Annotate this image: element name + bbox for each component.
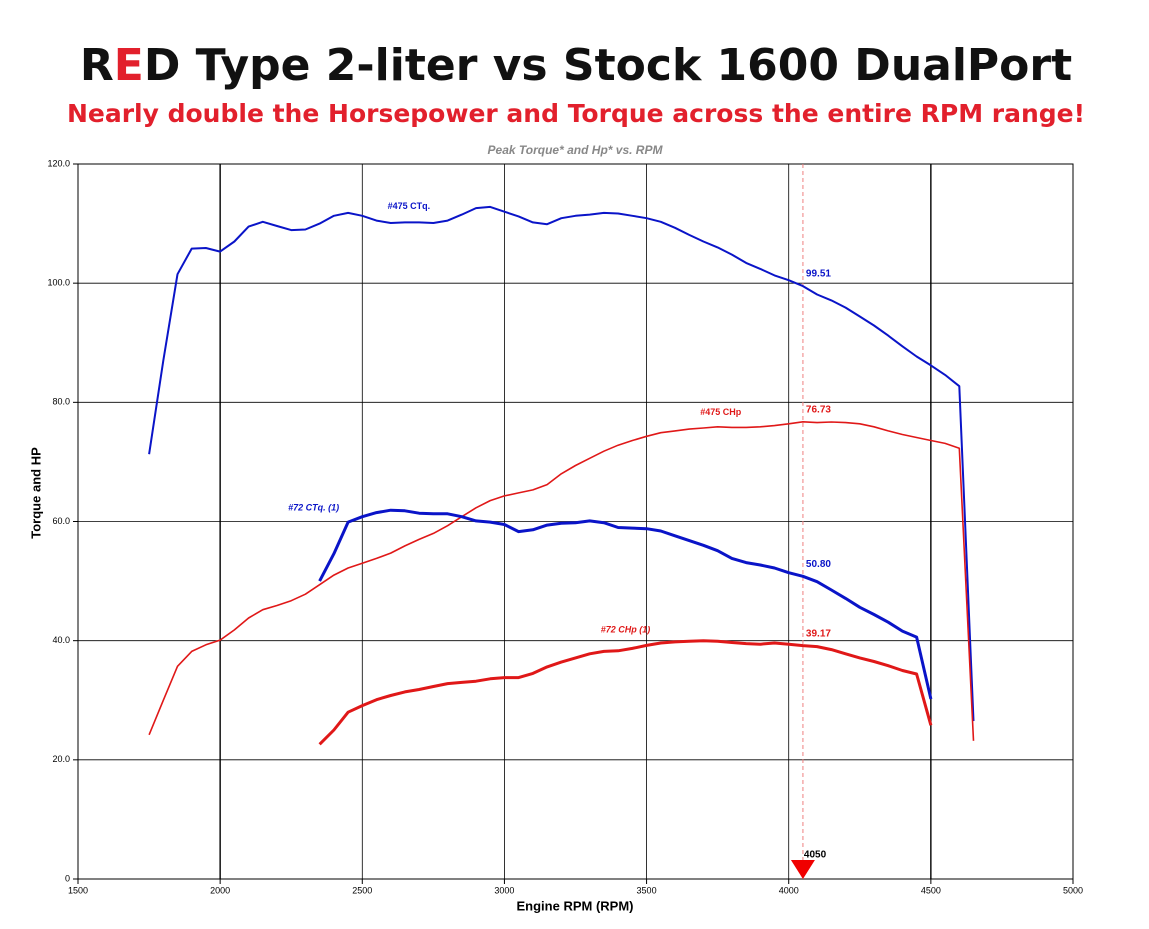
- x-tick-label: 5000: [1063, 885, 1083, 895]
- series-line: [318, 508, 933, 700]
- y-tick-label: 60.0: [52, 516, 70, 526]
- y-tick-label: 80.0: [52, 397, 70, 407]
- chart-subtitle: Nearly double the Horsepower and Torque …: [67, 99, 1085, 128]
- value-label: 99.51: [806, 269, 831, 280]
- y-tick-label: 120.0: [47, 158, 70, 168]
- series-name: #475 CTq.: [388, 201, 431, 211]
- series-name: #475 CHp: [700, 407, 742, 417]
- series-name: #72 CTq. (1): [288, 502, 339, 512]
- value-label: 39.17: [806, 628, 831, 639]
- y-tick-label: 100.0: [47, 278, 70, 288]
- x-tick-label: 2000: [210, 885, 230, 895]
- x-tick-label: 1500: [68, 885, 88, 895]
- y-tick-label: 40.0: [52, 635, 70, 645]
- cursor-marker: [790, 860, 815, 879]
- x-tick-label: 4500: [921, 885, 941, 895]
- x-tick-label: 3000: [494, 885, 514, 895]
- x-tick-label: 3500: [637, 885, 657, 895]
- x-tick-label: 2500: [352, 885, 372, 895]
- value-label: 76.73: [806, 404, 831, 415]
- series-line: [148, 421, 975, 741]
- value-label: 50.80: [806, 559, 831, 570]
- y-tick-label: 0: [65, 873, 70, 883]
- series-line: [318, 639, 933, 746]
- series-line: [148, 205, 975, 722]
- cursor-label: 4050: [804, 850, 827, 861]
- y-tick-label: 20.0: [52, 754, 70, 764]
- series-name: #72 CHp (1): [601, 624, 651, 634]
- x-axis-label: Engine RPM (RPM): [517, 898, 634, 913]
- chart-title: RED Type 2-liter vs Stock 1600 DualPort: [80, 40, 1072, 91]
- x-tick-label: 4000: [779, 885, 799, 895]
- y-axis-label: Torque and HP: [28, 447, 43, 539]
- plot-title: Peak Torque* and Hp* vs. RPM: [488, 143, 664, 157]
